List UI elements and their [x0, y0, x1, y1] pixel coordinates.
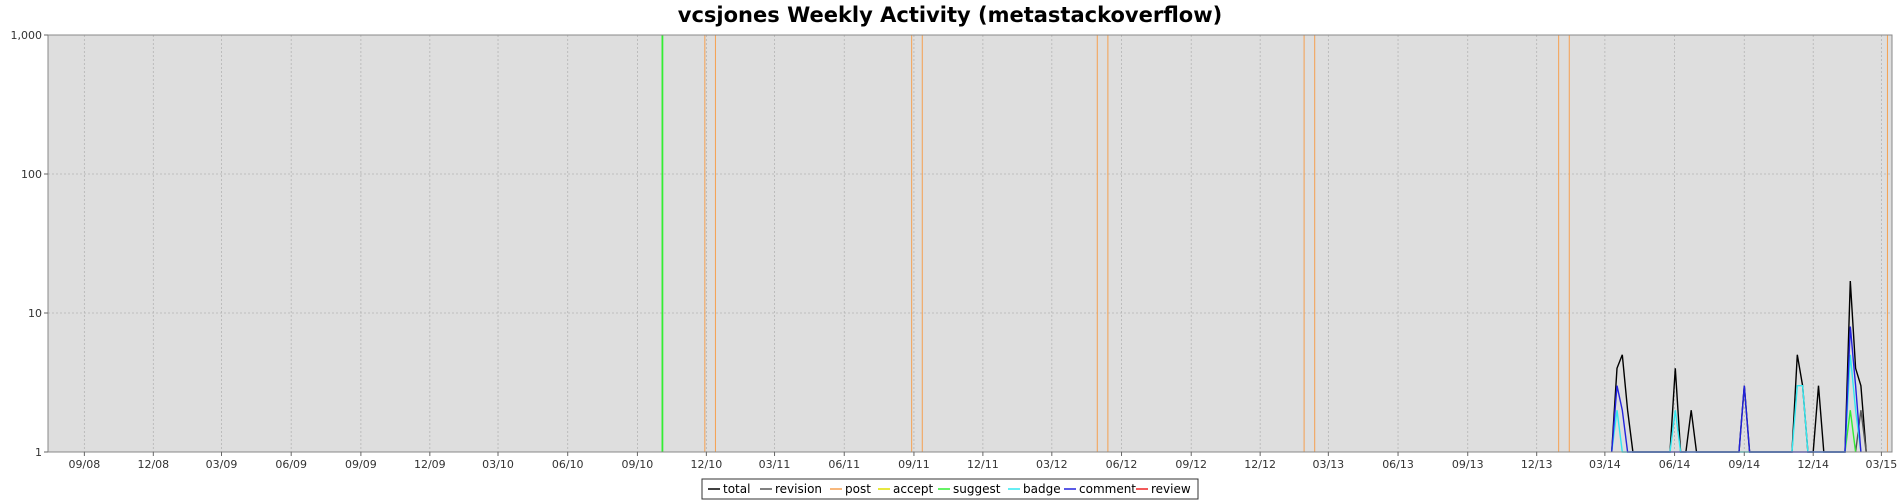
legend: total revision post accept suggest badge comme…	[701, 478, 1199, 500]
legend-label-review: review	[1151, 482, 1191, 496]
x-tick-label: 12/12	[1244, 458, 1276, 471]
legend-label-total: total	[723, 482, 750, 496]
x-tick-label: 06/10	[552, 458, 584, 471]
x-tick-label: 03/13	[1312, 458, 1344, 471]
x-tick-label: 09/09	[345, 458, 377, 471]
x-tick-label: 06/13	[1382, 458, 1414, 471]
x-tick-label: 09/10	[622, 458, 654, 471]
y-tick-label: 10	[28, 307, 42, 320]
grid-lines	[48, 34, 1892, 453]
legend-label-accept: accept	[893, 482, 934, 496]
plot-border	[47, 34, 1893, 453]
x-tick-label: 03/09	[206, 458, 238, 471]
x-tick-label: 12/13	[1521, 458, 1553, 471]
legend-label-badge: badge	[1023, 482, 1061, 496]
legend-label-post: post	[845, 482, 871, 496]
x-tick-label: 06/11	[828, 458, 860, 471]
chart-title: vcsjones Weekly Activity (metastackoverf…	[677, 3, 1223, 27]
x-tick-label: 06/12	[1106, 458, 1138, 471]
x-tick-label: 03/14	[1589, 458, 1621, 471]
suggest-series-line	[1844, 410, 1857, 453]
legend-label-comment: comment	[1079, 482, 1136, 496]
y-axis: 1 10 100 1,000	[11, 29, 48, 459]
x-tick-label: 12/08	[137, 458, 169, 471]
x-tick-label: 12/10	[691, 458, 723, 471]
y-tick-label: 1,000	[11, 29, 43, 42]
x-tick-label: 09/11	[898, 458, 930, 471]
y-tick-label: 1	[35, 446, 42, 459]
x-tick-label: 12/11	[967, 458, 999, 471]
plot-area	[48, 35, 1892, 452]
x-tick-label: 03/15	[1866, 458, 1898, 471]
x-tick-label: 12/14	[1797, 458, 1829, 471]
x-tick-label: 09/08	[69, 458, 101, 471]
x-tick-label: 06/09	[275, 458, 307, 471]
x-tick-label: 12/09	[414, 458, 446, 471]
x-tick-label: 03/11	[759, 458, 791, 471]
x-tick-label: 03/12	[1036, 458, 1068, 471]
x-axis: 09/08 12/08 03/09 06/09 09/09 12/09 03/10 06/10…	[69, 452, 1898, 471]
x-tick-label: 06/14	[1659, 458, 1691, 471]
revision-series-line	[1854, 410, 1867, 453]
comment-series-line	[1611, 326, 1862, 453]
x-tick-label: 03/10	[482, 458, 514, 471]
x-tick-label: 09/13	[1452, 458, 1484, 471]
x-tick-label: 09/12	[1175, 458, 1207, 471]
vertical-markers	[661, 35, 1888, 452]
legend-label-revision: revision	[775, 482, 822, 496]
legend-label-suggest: suggest	[953, 482, 1001, 496]
x-tick-label: 09/14	[1728, 458, 1760, 471]
y-tick-label: 100	[21, 168, 42, 181]
